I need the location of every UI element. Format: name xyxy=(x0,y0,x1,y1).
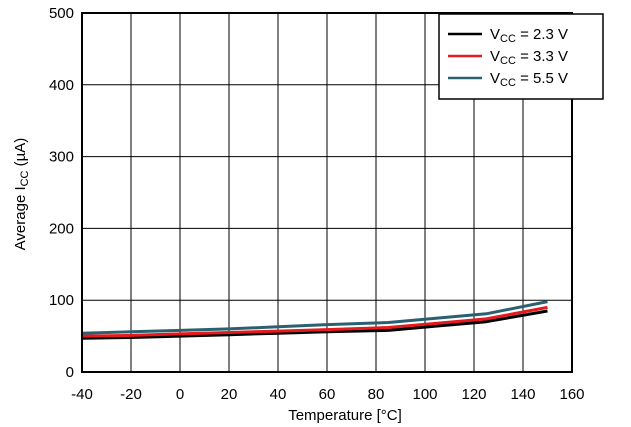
legend-label-vcc-2-3: VCC = 2.3 V xyxy=(490,26,568,45)
legend-label-vcc-2-3-subscript: CC xyxy=(500,33,516,45)
y-tick-label: 100 xyxy=(49,292,74,309)
legend-label-vcc-5-5-subscript: CC xyxy=(500,77,516,89)
y-axis-title-suffix: (µA) xyxy=(12,138,29,171)
series-line-2 xyxy=(81,300,548,335)
legend-label-vcc-3-3: VCC = 3.3 V xyxy=(490,48,568,67)
y-tick-label: 200 xyxy=(49,220,74,237)
y-axis-title-prefix: Average I xyxy=(12,186,29,250)
legend-label-vcc-5-5-prefix: V xyxy=(490,70,500,87)
legend-label-vcc-3-3-suffix: = 3.3 V xyxy=(516,48,568,65)
x-tick-label: 20 xyxy=(221,386,238,403)
y-axis-title: Average ICC (µA) xyxy=(12,138,31,251)
x-tick-label: 0 xyxy=(176,386,184,403)
y-tick-label: 300 xyxy=(49,149,74,166)
x-tick-label: -20 xyxy=(120,386,142,403)
legend-label-vcc-2-3-prefix: V xyxy=(490,26,500,43)
x-tick-label: 140 xyxy=(510,386,535,403)
x-axis-title: Temperature [°C] xyxy=(288,407,402,424)
x-tick-label: 60 xyxy=(319,386,336,403)
legend-label-vcc-3-3-subscript: CC xyxy=(500,55,516,67)
plot-frame xyxy=(81,12,573,373)
legend-label-vcc-3-3-prefix: V xyxy=(490,48,500,65)
series-layer xyxy=(81,300,548,340)
y-axis-title-subscript: CC xyxy=(19,170,31,186)
y-tick-label: 400 xyxy=(49,77,74,94)
series-line-0 xyxy=(81,309,548,340)
x-tick-label: 80 xyxy=(368,386,385,403)
x-tick-label: 40 xyxy=(270,386,287,403)
x-tick-label: -40 xyxy=(71,386,93,403)
x-tick-label: 100 xyxy=(412,386,437,403)
legend-label-vcc-2-3-suffix: = 2.3 V xyxy=(516,26,568,43)
legend-label-vcc-5-5: VCC = 5.5 V xyxy=(490,70,568,89)
series-line-1 xyxy=(81,305,548,338)
x-tick-label: 160 xyxy=(559,386,584,403)
x-tick-label: 120 xyxy=(461,386,486,403)
legend: VCC = 2.3 V VCC = 3.3 V VCC = 5.5 V xyxy=(438,13,604,100)
y-tick-labels: 0 100 200 300 400 500 xyxy=(49,5,74,381)
legend-label-vcc-5-5-suffix: = 5.5 V xyxy=(516,70,568,87)
y-tick-label: 500 xyxy=(49,5,74,22)
y-tick-label: 0 xyxy=(66,364,74,381)
x-tick-labels: -40 -20 0 20 40 60 80 100 120 140 160 xyxy=(71,386,584,403)
